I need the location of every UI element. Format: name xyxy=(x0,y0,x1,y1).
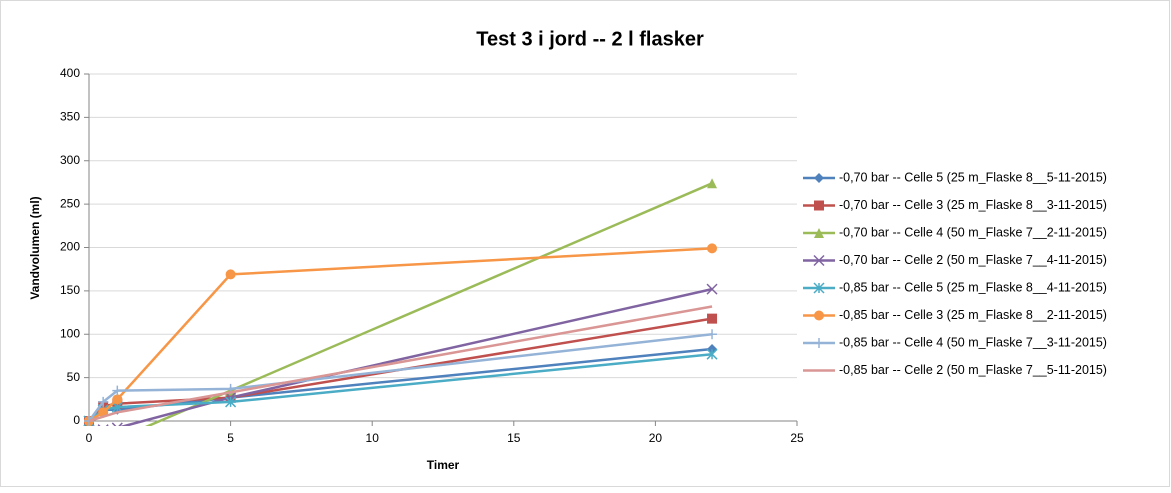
y-tick-label: 350 xyxy=(60,110,80,124)
marker xyxy=(707,313,718,324)
marker xyxy=(706,348,718,360)
marker xyxy=(706,283,718,295)
y-axis-label: Vandvolumen (ml) xyxy=(28,196,42,299)
y-tick-label: 0 xyxy=(73,413,80,427)
legend-label: -0,70 bar -- Celle 3 (25 m_Flaske 8__3-1… xyxy=(839,198,1107,212)
legend-marker xyxy=(814,200,824,211)
x-axis-label: Timer xyxy=(427,458,460,472)
series-line xyxy=(88,305,713,423)
x-tick-label: 0 xyxy=(86,431,93,445)
legend-marker xyxy=(814,310,824,321)
y-tick-label: 250 xyxy=(60,196,80,210)
legend-marker xyxy=(814,338,824,348)
legend-label: -0,70 bar -- Celle 4 (50 m_Flaske 7__2-1… xyxy=(839,225,1107,239)
series-line xyxy=(119,287,713,426)
marker xyxy=(112,394,123,405)
y-tick-label: 100 xyxy=(60,326,80,340)
legend-label: -0,70 bar -- Celle 2 (50 m_Flaske 7__4-1… xyxy=(839,253,1107,267)
chart-title: Test 3 i jord -- 2 l flasker xyxy=(476,28,704,50)
legend-marker xyxy=(814,228,824,238)
marker xyxy=(111,422,123,426)
y-tick-label: 400 xyxy=(60,66,80,80)
x-tick-label: 25 xyxy=(790,431,804,445)
legend-label: -0,85 bar -- Celle 2 (50 m_Flaske 7__5-1… xyxy=(839,363,1107,377)
marker xyxy=(225,396,237,408)
marker xyxy=(112,385,123,396)
legend-label: -0,85 bar -- Celle 5 (25 m_Flaske 8__4-1… xyxy=(839,280,1107,294)
legend-marker xyxy=(813,254,825,267)
marker xyxy=(225,269,236,280)
legend-label: -0,70 bar -- Celle 5 (25 m_Flaske 8__5-1… xyxy=(839,170,1107,184)
x-tick-label: 20 xyxy=(649,431,663,445)
marker xyxy=(98,396,109,407)
x-tick-label: 5 xyxy=(227,431,234,445)
y-tick-label: 200 xyxy=(60,240,80,254)
y-tick-label: 50 xyxy=(67,370,81,384)
legend-label: -0,85 bar -- Celle 3 (25 m_Flaske 8__2-1… xyxy=(839,308,1107,322)
y-tick-label: 150 xyxy=(60,283,80,297)
legend-marker xyxy=(814,173,824,183)
marker xyxy=(707,243,718,254)
marker xyxy=(707,178,718,189)
series-line xyxy=(88,182,713,426)
y-tick-label: 300 xyxy=(60,153,80,167)
plot-area xyxy=(83,178,718,426)
legend-label: -0,85 bar -- Celle 4 (50 m_Flaske 7__3-1… xyxy=(839,335,1107,349)
legend-marker xyxy=(813,282,825,294)
x-tick-label: 10 xyxy=(366,431,380,445)
x-tick-label: 15 xyxy=(507,431,521,445)
marker xyxy=(707,329,718,340)
